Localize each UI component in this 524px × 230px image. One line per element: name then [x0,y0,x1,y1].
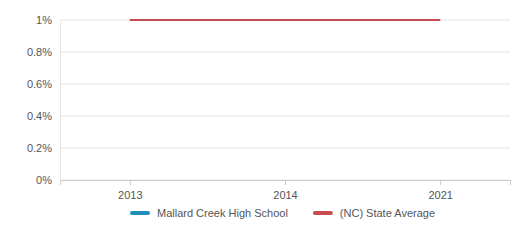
y-tick-label: 0.4% [27,110,52,122]
grid-line [60,148,510,149]
y-axis: 0% 0.2% 0.4% 0.6% 0.8% 1% [27,14,61,186]
legend-swatch [313,211,333,215]
y-tick: 0.6% [27,78,60,90]
x-tick: 2021 [428,180,452,201]
grid-line [60,84,510,85]
lines [130,20,440,21]
x-tick-mark [130,180,131,185]
y-tick-label: 1% [36,14,52,26]
x-tick-label: 2021 [428,189,452,201]
legend: Mallard Creek High School (NC) State Aver… [130,207,435,219]
x-axis: 2013 2014 2021 [61,180,511,201]
y-tick-label: 0.2% [27,142,52,154]
y-tick: 0.8% [27,46,60,58]
y-axis-line [60,21,61,181]
y-tick: 1% [36,14,60,26]
y-tick: 0.4% [27,110,60,122]
x-tick: 2013 [118,180,142,201]
y-tick: 0% [36,174,60,186]
chart-container: 0% 0.2% 0.4% 0.6% 0.8% 1% 2013 2014 2021 Mallard … [0,0,524,230]
legend-item: (NC) State Average [313,207,435,219]
y-tick-label: 0.8% [27,46,52,58]
legend-label: (NC) State Average [340,207,435,219]
legend-label: Mallard Creek High School [157,207,288,219]
legend-swatch [130,211,150,215]
legend-item: Mallard Creek High School [130,207,288,219]
grid [60,20,510,180]
y-tick: 0.2% [27,142,60,154]
x-tick-label: 2013 [118,189,142,201]
chart: 0% 0.2% 0.4% 0.6% 0.8% 1% 2013 2014 2021 Mallard … [0,0,524,230]
x-tick-mark [285,180,286,185]
plot: 0% 0.2% 0.4% 0.6% 0.8% 1% 2013 2014 2021 [27,14,511,201]
x-tick: 2014 [273,180,297,201]
y-tick-label: 0.6% [27,78,52,90]
x-tick-mark [440,180,441,185]
grid-line [60,116,510,117]
x-tick-label: 2014 [273,189,297,201]
series-line [130,19,440,21]
x-axis-line [61,181,511,186]
grid-line [60,20,510,21]
series-line [130,19,440,21]
y-tick-label: 0% [36,174,52,186]
grid-line [60,52,510,53]
